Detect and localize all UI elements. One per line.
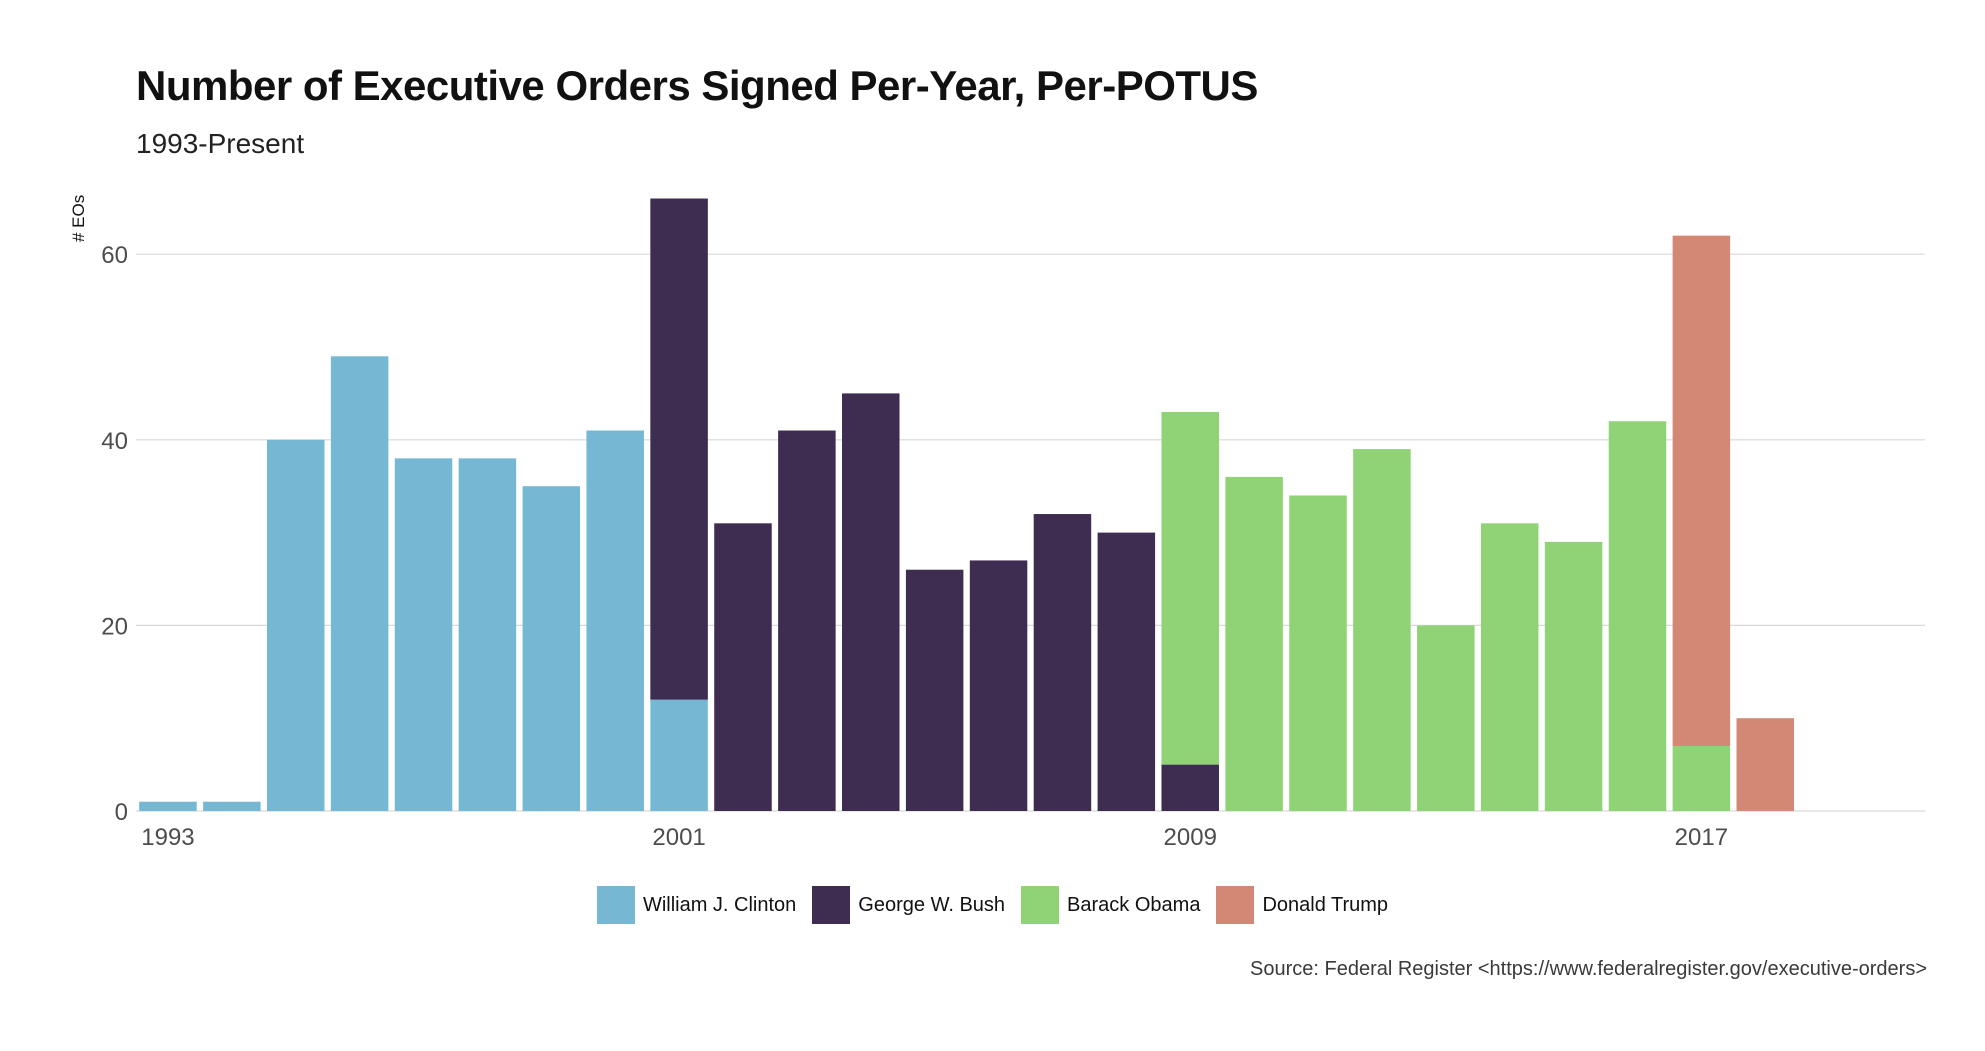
bar-2018-donald-trump [1736,718,1795,811]
y-axis-title: # EOs [69,195,88,242]
bar-2017-barack-obama [1672,746,1731,811]
legend-swatch [596,886,635,924]
bar-1996-william-j-clinton [330,356,389,811]
legend-swatch [1021,886,1060,924]
bar-2007-george-w-bush [1033,514,1092,811]
bar-2009-george-w-bush [1161,764,1219,811]
bar-2008-george-w-bush [1097,532,1156,811]
y-tick-label: 0 [115,799,128,826]
bar-2001-george-w-bush [650,198,708,700]
legend-swatch [812,886,851,924]
legend-item: Donald Trump [1216,886,1388,924]
bar-2000-william-j-clinton [586,430,644,811]
bar-2009-barack-obama [1161,411,1219,765]
legend-item: George W. Bush [812,886,1005,924]
bar-1997-william-j-clinton [394,458,453,811]
legend-label: William J. Clinton [642,893,797,916]
bar-1999-william-j-clinton [522,486,581,811]
bar-1998-william-j-clinton [458,458,517,811]
legend-item: Barack Obama [1021,886,1200,924]
bar-2006-george-w-bush [969,560,1028,811]
y-tick-label: 60 [101,242,128,269]
legend-label: George W. Bush [858,893,1006,916]
y-tick-label: 20 [101,613,128,640]
axis-ticks: 0 20 40 60 1993 2001 2009 2017 [101,242,1728,851]
x-tick-label: 2017 [1675,824,1728,851]
legend-label: Barack Obama [1067,893,1201,916]
bar-2013-barack-obama [1417,625,1475,811]
bar-2002-george-w-bush [714,523,772,811]
bar-2017-donald-trump [1672,235,1731,747]
y-tick-label: 40 [101,428,128,455]
legend-swatch [1216,886,1255,924]
legend: William J. Clinton George W. Bush Barack O… [0,886,1985,924]
x-tick-label: 2001 [652,824,705,851]
bar-1995-william-j-clinton [266,439,325,811]
bar-2012-barack-obama [1353,449,1411,811]
bar-2001-william-j-clinton [650,699,708,811]
bars [139,198,1795,811]
legend-label: Donald Trump [1262,893,1389,916]
x-tick-label: 2009 [1164,824,1217,851]
bar-2003-george-w-bush [778,430,836,811]
bar-1994-william-j-clinton [203,801,261,811]
bar-2016-barack-obama [1608,421,1667,811]
bar-2015-barack-obama [1544,541,1603,811]
bar-1993-william-j-clinton [139,801,197,811]
chart-title: Number of Executive Orders Signed Per-Ye… [136,62,1258,109]
bar-2011-barack-obama [1289,495,1347,811]
x-tick-label: 1993 [141,824,194,851]
bar-2014-barack-obama [1480,523,1539,811]
source-caption: Source: Federal Register <https://www.fe… [1250,958,1927,980]
bar-2010-barack-obama [1225,476,1283,811]
bar-2004-george-w-bush [842,393,900,811]
legend-item: William J. Clinton [596,886,797,924]
chart-subtitle: 1993-Present [136,128,305,159]
bar-2005-george-w-bush [905,569,964,811]
